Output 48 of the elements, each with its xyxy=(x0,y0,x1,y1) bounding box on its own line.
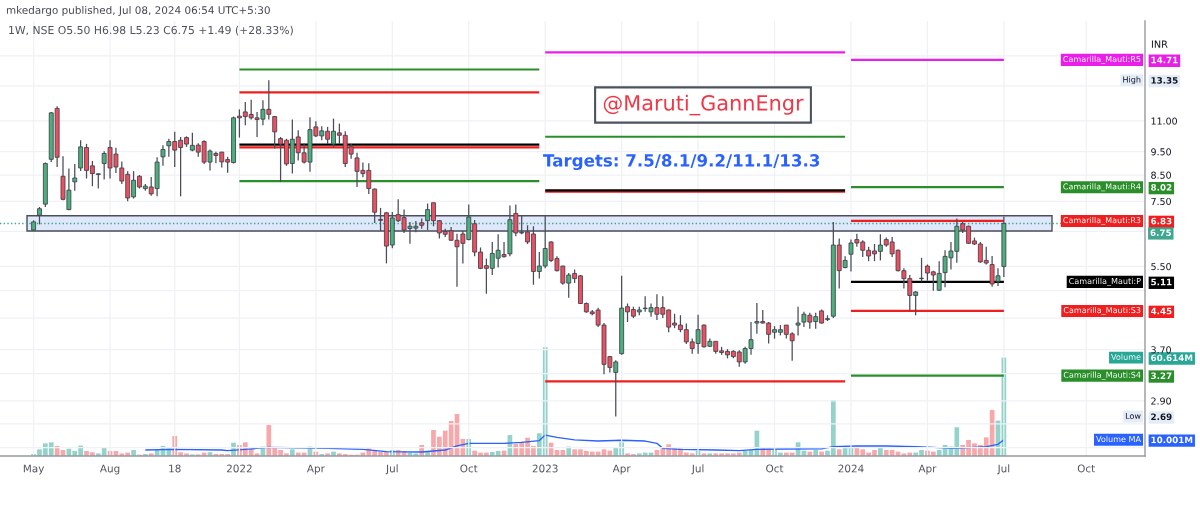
legend-label: Camarilla_Mauti:R4 xyxy=(1063,183,1141,192)
x-tick-label: 18 xyxy=(169,464,181,473)
x-tick-label: Aug xyxy=(99,464,120,475)
annotation: Targets: 7.5/8.1/9.2/11.1/13.3 xyxy=(543,154,820,171)
legend-label: Camarilla_Mauti:R3 xyxy=(1063,216,1141,225)
y-tick-label: 2.90 xyxy=(1151,397,1171,405)
text: Volume xyxy=(1111,353,1141,360)
y-tick-label: 13.35 xyxy=(1151,77,1178,84)
x-tick-label: Jul xyxy=(691,464,704,475)
y-tick-label: 11.00 xyxy=(1151,117,1177,125)
legend-label: Camarilla_Mauti:S4 xyxy=(1063,371,1141,380)
annotation: High xyxy=(1123,76,1141,85)
y-tick-label: 3.27 xyxy=(1151,372,1172,380)
y-tick-label: 9.50 xyxy=(1151,148,1171,156)
x-tick-label: May xyxy=(23,464,45,475)
x-tick-label: 2024 xyxy=(838,464,864,473)
y-tick-label: 14.71 xyxy=(1151,56,1178,64)
x-tick-label: Apr xyxy=(918,464,937,475)
chart-title: 1W, NSE O5.50 H6.98 L5.23 C6.75 +1.49 (+28.33%) xyxy=(9,25,293,36)
y-tick-label: 5.11 xyxy=(1151,278,1172,286)
x-tick-label: Jul xyxy=(997,464,1010,475)
y2-tick-label: 10.001M xyxy=(1151,436,1193,444)
legend-label: Camarilla_Mauti:P xyxy=(1069,277,1141,286)
y-tick-label: 4.45 xyxy=(1150,307,1172,315)
y-axis-title: INR xyxy=(1151,40,1168,48)
y-tick-label: 2.69 xyxy=(1151,413,1172,421)
y2-tick-label: 60.614M xyxy=(1151,354,1193,362)
legend-label: Camarilla_Mauti:R5 xyxy=(1063,55,1141,64)
y-tick-label: 8.50 xyxy=(1151,171,1171,179)
y-tick-label: 6.83 xyxy=(1151,217,1172,225)
ref-line-label: 6.75 xyxy=(1150,229,1171,236)
annotation: @Maruti_GannEngr xyxy=(603,94,804,116)
x-tick-label: Apr xyxy=(306,464,325,475)
y-tick-label: 8.02 xyxy=(1151,184,1172,191)
y-tick-label: 7.50 xyxy=(1151,197,1171,206)
x-tick-label: 2023 xyxy=(532,464,558,473)
x-tick-label: Oct xyxy=(1077,464,1095,473)
x-tick-label: 2022 xyxy=(226,464,252,473)
legend-label: Camarilla_Mauti:S3 xyxy=(1063,306,1141,315)
x-tick-label: Oct xyxy=(766,464,784,473)
x-tick-label: Apr xyxy=(612,464,631,475)
x-tick-label: Jul xyxy=(385,464,398,475)
x-tick-label: Oct xyxy=(460,464,478,473)
annotation: Low xyxy=(1125,412,1141,419)
y-tick-label: 5.50 xyxy=(1151,263,1171,271)
text: Volume MA xyxy=(1096,435,1141,443)
y-tick-label: 3.70 xyxy=(1151,346,1171,354)
text: mkedargo published, Jul 08, 2024 06:54 UTC+5:30 xyxy=(6,5,270,17)
